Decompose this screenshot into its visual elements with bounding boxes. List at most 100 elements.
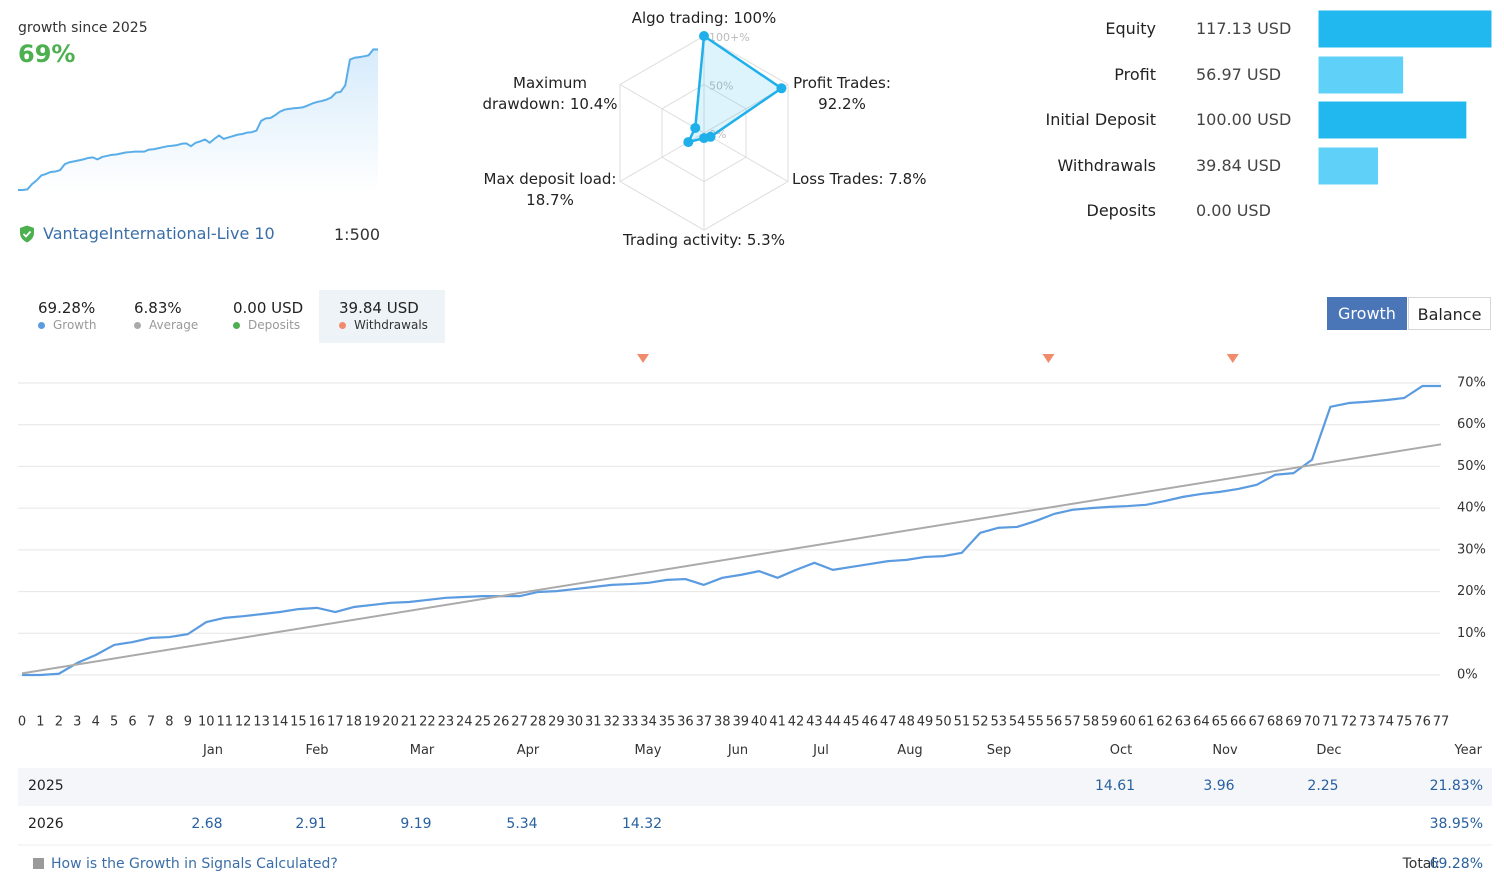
x-tick-label: 76 [1414, 715, 1431, 730]
toggle-button[interactable]: Balance [1408, 297, 1491, 330]
x-tick-label: 61 [1138, 715, 1155, 730]
month-label: Year [1454, 743, 1482, 758]
toggle-button[interactable]: Growth [1327, 297, 1407, 330]
month-label: Apr [516, 743, 540, 758]
stat-label[interactable]: Growth [53, 318, 97, 332]
bar [1318, 101, 1467, 139]
row-year: 2025 [28, 778, 64, 794]
x-tick-label: 15 [290, 715, 307, 730]
radar-label: Algo trading: 100% [631, 9, 777, 27]
verified-check [22, 230, 32, 238]
sparkline-area [18, 49, 378, 192]
stat-value[interactable]: 39.84 USD [339, 299, 419, 317]
stat-value[interactable]: 69.28% [38, 299, 96, 317]
y-tick-label: 40% [1457, 501, 1486, 516]
x-tick-label: 77 [1433, 715, 1450, 730]
x-tick-label: 18 [345, 715, 362, 730]
bar-category: Deposits [1086, 201, 1157, 220]
table-cell: 2.25 [1307, 778, 1339, 794]
withdrawal-marker [637, 354, 650, 363]
x-tick-label: 1 [36, 715, 44, 730]
radar-point [699, 133, 709, 144]
bar [1318, 147, 1379, 185]
table-cell: 14.32 [621, 816, 663, 832]
stat-dot [339, 322, 346, 329]
month-label: Nov [1212, 743, 1238, 758]
x-tick-label: 48 [898, 715, 915, 730]
stat-label[interactable]: Average [149, 318, 199, 332]
account-link[interactable]: VantageInternational-Live 10 [43, 224, 275, 243]
stat-label[interactable]: Deposits [248, 318, 301, 332]
table-cell: 9.19 [400, 816, 432, 832]
x-tick-label: 25 [474, 715, 491, 730]
bar-category: Profit [1114, 65, 1156, 84]
month-label: Dec [1316, 743, 1342, 758]
radar-label: Maximum drawdown: 10.4% [482, 74, 618, 113]
x-tick-label: 9 [184, 715, 192, 730]
bar [1318, 10, 1492, 48]
x-tick-label: 7 [147, 715, 155, 730]
stat-value[interactable]: 6.83% [134, 299, 182, 317]
x-tick-label: 49 [917, 715, 934, 730]
x-tick-label: 12 [235, 715, 252, 730]
x-tick-label: 75 [1396, 715, 1413, 730]
x-tick-label: 59 [1101, 715, 1118, 730]
radar-label: Trading activity: 5.3% [623, 231, 785, 249]
stat-value[interactable]: 0.00 USD [233, 299, 304, 317]
x-tick-label: 67 [1248, 715, 1265, 730]
x-tick-label: 23 [438, 715, 455, 730]
bar-value-label: 117.13 USD [1196, 19, 1292, 38]
x-tick-label: 40 [751, 715, 768, 730]
radar-area [685, 33, 784, 144]
y-tick-label: 30% [1457, 542, 1486, 557]
x-tick-label: 73 [1359, 715, 1376, 730]
radar-point [690, 122, 701, 133]
y-tick-label: 10% [1457, 626, 1486, 641]
stat-dot [38, 322, 45, 329]
x-tick-label: 39 [732, 715, 749, 730]
x-tick-label: 58 [1083, 715, 1100, 730]
stat-label[interactable]: Withdrawals [354, 318, 428, 332]
help-link[interactable]: How is the Growth in Signals Calculated? [51, 856, 338, 872]
growth-label: growth since 2025 [18, 20, 148, 36]
table-cell: 2.68 [191, 816, 223, 832]
growth-value: 69% [18, 40, 76, 68]
x-tick-label: 57 [1064, 715, 1081, 730]
x-tick-label: 27 [511, 715, 528, 730]
x-tick-label: 72 [1341, 715, 1358, 730]
table-cell: 5.34 [506, 816, 538, 832]
x-tick-label: 66 [1230, 715, 1247, 730]
x-tick-label: 37 [696, 715, 713, 730]
stat-dot [233, 322, 240, 329]
radar-point [699, 31, 709, 41]
bar-category: Equity [1105, 19, 1156, 38]
x-tick-label: 10 [198, 715, 215, 730]
y-tick-label: 0% [1457, 668, 1478, 683]
x-tick-label: 47 [880, 715, 897, 730]
radar-tick-label: 100+% [709, 31, 750, 44]
bar [1318, 56, 1404, 94]
x-tick-label: 29 [548, 715, 565, 730]
month-label: Mar [409, 743, 435, 758]
x-tick-label: 63 [1175, 715, 1192, 730]
x-tick-label: 2 [55, 715, 63, 730]
x-tick-label: 64 [1193, 715, 1210, 730]
x-tick-label: 34 [640, 715, 657, 730]
bar-category: Withdrawals [1057, 156, 1156, 175]
radar-tick-label: 50% [709, 80, 733, 93]
x-tick-label: 38 [714, 715, 731, 730]
x-tick-label: 50 [935, 715, 952, 730]
x-tick-label: 35 [659, 715, 676, 730]
x-tick-label: 19 [364, 715, 381, 730]
selected-tab-bg [319, 290, 445, 343]
x-tick-label: 69 [1285, 715, 1302, 730]
bar-category: Initial Deposit [1045, 110, 1156, 129]
month-label: Jul [813, 743, 829, 758]
x-tick-label: 4 [92, 715, 100, 730]
x-tick-label: 26 [493, 715, 510, 730]
y-tick-label: 60% [1457, 417, 1486, 432]
x-tick-label: 16 [309, 715, 326, 730]
x-tick-label: 52 [972, 715, 989, 730]
